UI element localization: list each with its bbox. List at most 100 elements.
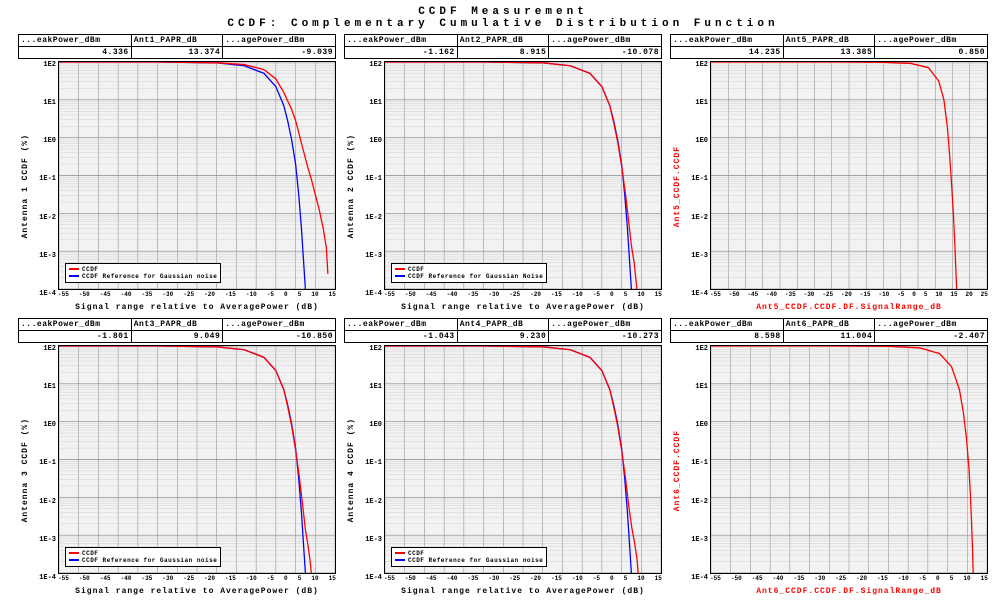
chart-grid: ...eakPower_dBmAnt1_PAPR_dB...agePower_d… [0, 30, 1006, 604]
x-tick-label: -35 [468, 291, 479, 302]
y-tick-label: 1E1 [43, 383, 56, 391]
header-value: -2.407 [875, 331, 988, 343]
x-tick-label: -35 [142, 575, 153, 586]
x-ticks: -55-50-45-40-35-30-25-20-15-10-505101520… [710, 290, 988, 302]
x-tick-label: -20 [530, 291, 541, 302]
x-tick-label: 15 [655, 291, 662, 302]
y-tick-label: 1E-1 [39, 459, 56, 467]
panel-header-table: ...eakPower_dBmAnt5_PAPR_dB...agePower_d… [670, 34, 988, 59]
header-value: -10.273 [549, 331, 662, 343]
page-title-2: CCDF: Complementary Cumulative Distribut… [0, 18, 1006, 30]
x-tick-label: -30 [162, 291, 173, 302]
y-axis-label: Antenna 4 CCDF (%) [347, 418, 356, 522]
legend-swatch [395, 552, 405, 554]
x-tick-label: -50 [79, 575, 90, 586]
y-tick-label: 1E-3 [365, 536, 382, 544]
legend-label: CCDF [408, 266, 424, 273]
x-tick-label: 10 [935, 291, 942, 302]
y-axis-label: Ant5_CCDF.CCDF [673, 146, 682, 227]
x-tick-label: -20 [530, 575, 541, 586]
x-tick-label: -35 [468, 575, 479, 586]
y-tick-label: 1E2 [369, 61, 382, 69]
y-tick-label: 1E-4 [39, 290, 56, 298]
x-tick-label: 15 [981, 575, 988, 586]
header-value: -1.162 [345, 47, 458, 59]
x-tick-label: 10 [637, 291, 644, 302]
x-tick-label: -10 [878, 291, 889, 302]
x-tick-label: -55 [58, 291, 69, 302]
header-label: ...eakPower_dBm [19, 319, 132, 331]
x-tick-label: -25 [509, 575, 520, 586]
y-axis-label: Antenna 1 CCDF (%) [21, 134, 30, 238]
y-tick-label: 1E-2 [39, 498, 56, 506]
x-tick-label: -55 [384, 575, 395, 586]
x-tick-label: -40 [121, 575, 132, 586]
x-tick-label: -30 [488, 291, 499, 302]
x-tick-label: -15 [551, 291, 562, 302]
x-tick-label: -15 [551, 575, 562, 586]
page-title-1: CCDF Measurement [0, 6, 1006, 18]
y-tick-label: 1E-4 [691, 290, 708, 298]
x-tick-label: -45 [100, 291, 111, 302]
x-tick-label: -5 [267, 291, 274, 302]
y-tick-label: 1E-1 [365, 459, 382, 467]
legend: CCDFCCDF Reference for Gaussian Noise [391, 263, 547, 283]
y-tick-label: 1E2 [369, 345, 382, 353]
chart-panel-4: ...eakPower_dBmAnt3_PAPR_dB...agePower_d… [18, 318, 336, 596]
x-tick-label: -5 [593, 575, 600, 586]
legend-label: CCDF Reference for Gaussian noise [82, 273, 217, 280]
x-tick-label: 0 [936, 575, 940, 586]
x-tick-label: -25 [509, 291, 520, 302]
panel-header-table: ...eakPower_dBmAnt3_PAPR_dB...agePower_d… [18, 318, 336, 343]
header-label: ...agePower_dBm [549, 319, 662, 331]
x-axis-label: Signal range relative to AveragePower (d… [384, 303, 662, 312]
x-tick-label: -30 [162, 575, 173, 586]
y-tick-label: 1E2 [43, 345, 56, 353]
y-ticks: 1E21E11E01E-11E-21E-31E-4 [32, 61, 58, 312]
x-tick-label: 0 [912, 291, 916, 302]
header-label: Ant1_PAPR_dB [131, 35, 223, 47]
x-tick-label: 5 [298, 575, 302, 586]
x-tick-label: -40 [447, 291, 458, 302]
y-tick-label: 1E2 [695, 345, 708, 353]
x-tick-label: -10 [572, 575, 583, 586]
y-tick-label: 1E0 [369, 421, 382, 429]
y-axis-label: Antenna 3 CCDF (%) [21, 418, 30, 522]
header-value: 11.004 [783, 331, 875, 343]
x-tick-label: -5 [919, 575, 926, 586]
x-tick-label: -25 [183, 291, 194, 302]
header-value: 14.235 [671, 47, 784, 59]
x-ticks: -55-50-45-40-35-30-25-20-15-10-5051015 [58, 574, 336, 586]
header-label: ...agePower_dBm [223, 319, 336, 331]
x-tick-label: -30 [814, 575, 825, 586]
x-tick-label: 5 [298, 291, 302, 302]
y-tick-label: 1E-2 [39, 214, 56, 222]
x-tick-label: -50 [79, 291, 90, 302]
x-tick-label: 20 [966, 291, 973, 302]
header-value: 13.374 [131, 47, 223, 59]
x-tick-label: -55 [384, 291, 395, 302]
y-tick-label: 1E-3 [365, 252, 382, 260]
x-tick-label: -50 [731, 575, 742, 586]
y-tick-label: 1E-4 [691, 574, 708, 582]
x-tick-label: -30 [488, 575, 499, 586]
x-tick-label: -15 [877, 575, 888, 586]
header-value: -1.043 [345, 331, 458, 343]
y-ticks: 1E21E11E01E-11E-21E-31E-4 [358, 61, 384, 312]
x-tick-label: 25 [981, 291, 988, 302]
header-value: 9.049 [131, 331, 223, 343]
chart-plot: CCDFCCDF Reference for Gaussian noise [58, 345, 336, 574]
y-tick-label: 1E2 [695, 61, 708, 69]
x-tick-label: -45 [747, 291, 758, 302]
header-label: ...agePower_dBm [875, 319, 988, 331]
x-ticks: -55-50-45-40-35-30-25-20-15-10-5051015 [710, 574, 988, 586]
x-tick-label: -45 [100, 575, 111, 586]
x-tick-label: 0 [610, 291, 614, 302]
x-tick-label: -55 [710, 575, 721, 586]
header-label: ...eakPower_dBm [19, 35, 132, 47]
x-tick-label: -40 [447, 575, 458, 586]
header-label: ...agePower_dBm [549, 35, 662, 47]
x-tick-label: -55 [58, 575, 69, 586]
x-tick-label: -20 [204, 291, 215, 302]
x-ticks: -55-50-45-40-35-30-25-20-15-10-5051015 [384, 290, 662, 302]
